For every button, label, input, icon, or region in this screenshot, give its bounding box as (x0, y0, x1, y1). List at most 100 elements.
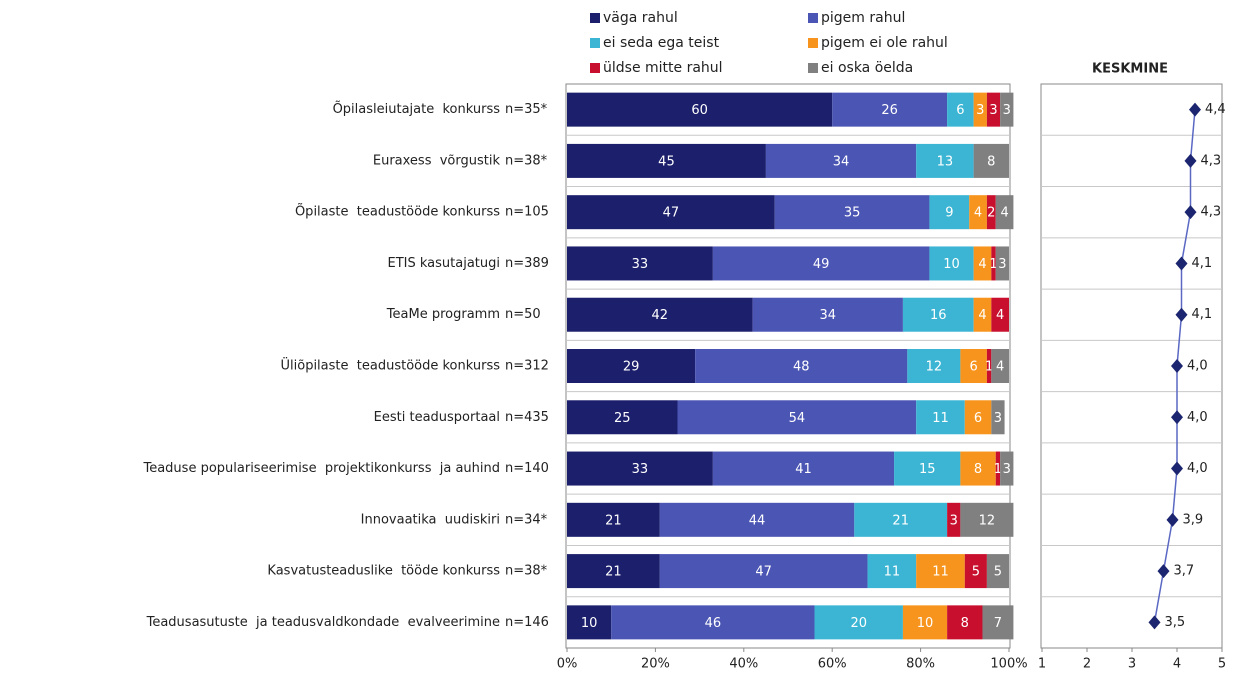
mean-label: 4,1 (1192, 256, 1213, 271)
data-label: 2 (987, 206, 995, 221)
mean-point (1189, 102, 1201, 117)
mean-point (1184, 205, 1197, 220)
bar-segment (969, 195, 987, 230)
data-label: 8 (987, 154, 995, 169)
n-label: n=35* (505, 102, 548, 117)
data-label: 1 (985, 360, 993, 375)
bar-segment (774, 195, 930, 230)
bar-segment (964, 554, 987, 589)
legend-label: ei seda ega teist (603, 35, 720, 51)
x-tick-label: 0% (557, 657, 578, 672)
bar-segment (960, 502, 1014, 537)
data-label: 3 (950, 513, 958, 528)
data-label: 26 (881, 103, 898, 118)
x-tick-label: 20% (641, 657, 670, 672)
mean-label: 3,9 (1183, 512, 1204, 527)
data-label: 60 (691, 103, 708, 118)
data-label: 15 (919, 462, 936, 477)
category-label: Üliõpilaste teadustööde konkurss (281, 357, 501, 374)
data-label: 4 (978, 257, 986, 272)
x-tick-label: 100% (990, 657, 1027, 672)
data-label: 16 (930, 308, 947, 323)
bar-segment (567, 143, 766, 178)
data-label: 12 (979, 513, 996, 528)
data-label: 4 (974, 206, 982, 221)
data-label: 3 (998, 257, 1006, 272)
legend-label: üldse mitte rahul (603, 60, 723, 76)
data-label: 11 (932, 565, 949, 580)
bar-segment (986, 349, 992, 383)
bar-segment (567, 195, 775, 230)
category-label: ETIS kasutajatugi (388, 256, 501, 271)
bar-segment (991, 246, 996, 281)
category-label: Innovaatika uudiskiri (361, 512, 500, 527)
data-label: 8 (974, 462, 982, 477)
bar-segment (995, 246, 1009, 281)
mean-label: 4,4 (1205, 102, 1226, 117)
data-label: 20 (850, 616, 867, 631)
data-label: 11 (932, 411, 949, 426)
mean-label: 3,5 (1165, 615, 1186, 630)
data-label: 9 (945, 206, 953, 221)
bar-segment (973, 92, 987, 127)
legend-label: väga rahul (603, 10, 678, 26)
data-label: 1 (994, 462, 1002, 477)
data-label: 47 (755, 565, 772, 580)
data-label: 10 (943, 257, 960, 272)
mean-point (1175, 256, 1188, 271)
bar-segment (986, 195, 996, 230)
category-label: Teadusasutuste ja teadusvaldkondade eval… (146, 615, 500, 630)
legend-label: pigem ei ole rahul (821, 35, 948, 51)
legend-swatch (590, 13, 600, 23)
data-label: 35 (844, 206, 861, 221)
bar-segment (907, 349, 961, 383)
data-label: 34 (833, 154, 850, 169)
data-label: 21 (605, 513, 622, 528)
data-label: 34 (820, 308, 837, 323)
data-label: 3 (994, 411, 1002, 426)
data-label: 1 (989, 257, 997, 272)
mean-label: 4,0 (1187, 461, 1208, 476)
bar-segment (567, 92, 833, 127)
bar-segment (894, 451, 961, 486)
data-label: 46 (705, 616, 722, 631)
bar-segment (567, 451, 713, 486)
legend-swatch (590, 38, 600, 48)
bar-segment (567, 502, 660, 537)
n-label: n=38* (505, 564, 548, 579)
data-label: 29 (623, 360, 640, 375)
data-label: 45 (658, 154, 675, 169)
bar-segment (916, 554, 965, 589)
bar-segment (986, 554, 1009, 589)
bar-segment (916, 400, 965, 435)
bar-segment (765, 143, 917, 178)
bar-segment (902, 605, 948, 640)
bar-segment (567, 297, 753, 332)
mean-point (1157, 564, 1170, 579)
n-label: n=146 (505, 615, 549, 630)
data-label: 5 (994, 565, 1002, 580)
legend-swatch (808, 13, 818, 23)
data-label: 4 (978, 308, 986, 323)
bar-segment (567, 605, 612, 640)
data-label: 5 (972, 565, 980, 580)
legend-swatch (808, 38, 818, 48)
x-tick-label: 5 (1218, 657, 1226, 672)
data-label: 41 (795, 462, 812, 477)
bar-segment (814, 605, 903, 640)
category-label: Õpilasleiutajate konkurss (333, 101, 501, 117)
mean-point (1171, 461, 1183, 476)
bar-plot-frame (565, 83, 1011, 649)
legend-label: ei oska öelda (821, 60, 913, 76)
category-label: TeaMe programm (386, 307, 500, 322)
category-label: Teaduse populariseerimise projektikonkur… (142, 461, 500, 476)
mean-point (1148, 615, 1161, 630)
data-label: 3 (1003, 103, 1011, 118)
data-label: 10 (581, 616, 598, 631)
n-label: n=38* (505, 153, 548, 168)
bar-segment (995, 195, 1014, 230)
bar-segment (964, 400, 992, 435)
mean-point (1175, 307, 1188, 322)
data-label: 3 (976, 103, 984, 118)
bar-segment (991, 400, 1005, 435)
